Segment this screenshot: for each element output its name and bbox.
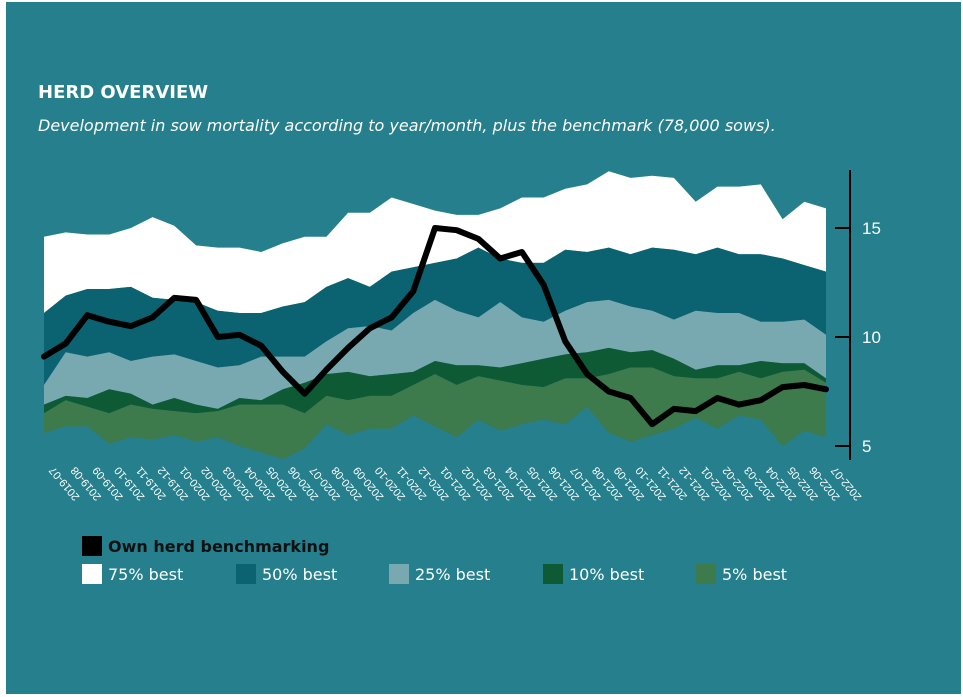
legend-p10: 10% best — [543, 564, 644, 584]
band-p5 — [44, 367, 826, 460]
legend-label-p75: 75% best — [108, 564, 184, 584]
legend-swatch-p10 — [543, 564, 563, 584]
legend-p5: 5% best — [696, 564, 787, 584]
x-axis-labels: 2019-072019-082019-092019-102019-112019-… — [47, 464, 864, 503]
legend-own: Own herd benchmarking — [82, 536, 329, 556]
legend-swatch-p5 — [696, 564, 716, 584]
legend-label-p50: 50% best — [262, 564, 338, 584]
band-p25 — [44, 299, 826, 409]
band-p50 — [44, 247, 826, 385]
band-p75 — [44, 171, 826, 313]
y-tick-label: 5 — [862, 437, 871, 456]
band-p10 — [44, 347, 826, 414]
y-axis: 5 10 15 — [835, 170, 881, 460]
legend-p50: 50% best — [236, 564, 337, 584]
legend-swatch-p50 — [236, 564, 256, 584]
legend-label-p10: 10% best — [569, 564, 645, 584]
benchmark-bands — [44, 171, 826, 460]
own-herd-line-group — [41, 225, 829, 428]
legend-p75: 75% best — [82, 564, 183, 584]
legend-swatch-p75 — [82, 564, 102, 584]
chart-subtitle: Development in sow mortality according t… — [38, 116, 776, 135]
y-tick-label: 10 — [862, 328, 881, 347]
chart-title: HERD OVERVIEW — [38, 82, 209, 103]
legend-label-own: Own herd benchmarking — [108, 536, 330, 556]
legend-swatch-own — [82, 536, 102, 556]
own-herd-line — [41, 225, 829, 428]
y-tick-label: 15 — [862, 219, 881, 238]
legend-label-p5: 5% best — [722, 564, 788, 584]
legend-label-p25: 25% best — [415, 564, 491, 584]
legend-p25: 25% best — [389, 564, 490, 584]
legend-swatch-p25 — [389, 564, 409, 584]
